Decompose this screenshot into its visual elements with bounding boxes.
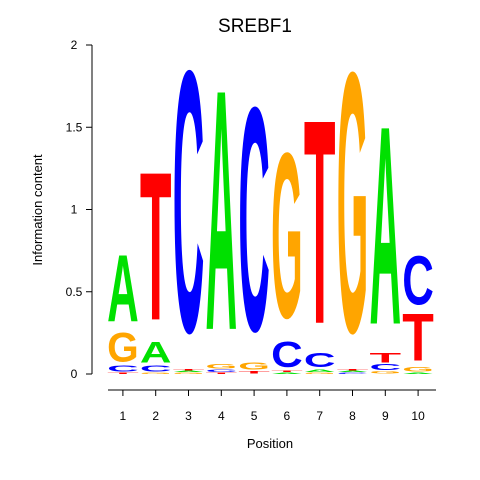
logo-letter-G: G xyxy=(337,0,369,411)
y-tick-label: 1.5 xyxy=(66,120,83,134)
logo-letter-C: C xyxy=(238,41,270,398)
logo-letter-T: T xyxy=(173,369,205,371)
logo-letter-G: G xyxy=(402,367,434,374)
x-tick-label: 5 xyxy=(251,409,258,423)
logo-letter-T: T xyxy=(370,351,402,367)
logo-letter-C: C xyxy=(206,368,238,373)
y-tick-label: 2 xyxy=(71,38,78,52)
logo-letter-C: C xyxy=(107,364,139,373)
logo-letter-A: A xyxy=(402,372,434,374)
y-tick-label: 1 xyxy=(71,203,78,217)
x-tick-label: 2 xyxy=(152,409,159,423)
logo-letter-A: A xyxy=(271,372,303,374)
x-axis-label: Position xyxy=(247,436,293,451)
logo-letter-C: C xyxy=(173,0,205,411)
logo-letter-C: C xyxy=(337,372,369,374)
x-tick-label: 6 xyxy=(284,409,291,423)
logo-letter-G: G xyxy=(271,104,303,367)
logo-letter-A: A xyxy=(140,336,172,370)
logo-letter-A: A xyxy=(370,68,402,385)
logo-letter-G: G xyxy=(304,372,336,374)
x-tick-label: 4 xyxy=(218,409,225,423)
x-tick-label: 1 xyxy=(120,409,127,423)
y-axis: 0 0.5 1 1.5 2 xyxy=(66,38,93,381)
logo-letter-T: T xyxy=(337,369,369,371)
logo-letter-C: C xyxy=(271,336,303,376)
logo-letter-T: T xyxy=(402,299,434,376)
logo-letter-G: G xyxy=(238,361,270,372)
logo-letter-A: A xyxy=(206,17,238,401)
logo-letter-G: G xyxy=(173,372,205,374)
chart-title: SREBF1 xyxy=(218,16,292,37)
x-tick-label: 7 xyxy=(316,409,323,423)
logo-letter-G: G xyxy=(107,324,139,371)
x-ticks: 1 2 3 4 5 6 7 8 9 10 xyxy=(120,390,425,423)
x-tick-label: 3 xyxy=(185,409,192,423)
y-axis-label: Information content xyxy=(30,154,45,266)
y-tick-label: 0.5 xyxy=(66,285,83,299)
logo-letter-G: G xyxy=(140,372,172,374)
logo-letter-C: C xyxy=(304,349,336,371)
y-ticks: 0 0.5 1 1.5 2 xyxy=(66,38,92,381)
logo-letter-T: T xyxy=(140,127,172,365)
x-axis: 1 2 3 4 5 6 7 8 9 10 xyxy=(108,389,436,423)
logo-letter-C: C xyxy=(402,242,434,320)
logo-letter-A: A xyxy=(337,370,369,372)
logo-letter-C: C xyxy=(370,363,402,372)
logo-letter-T: T xyxy=(271,370,303,372)
y-tick-label: 0 xyxy=(71,367,78,381)
stack-position-5: TGC xyxy=(238,41,270,398)
x-tick-label: 9 xyxy=(382,409,389,423)
logo-letter-A: A xyxy=(173,370,205,372)
logo-letter-T: T xyxy=(107,372,139,374)
logo-letter-T: T xyxy=(238,370,270,374)
logo-letter-A: A xyxy=(107,235,139,342)
logo-letter-T: T xyxy=(304,60,336,386)
logo-letter-A: A xyxy=(304,368,336,373)
x-tick-label: 8 xyxy=(349,409,356,423)
logo-letter-C: C xyxy=(140,364,172,373)
logo-letter-G: G xyxy=(370,370,402,374)
x-tick-label: 10 xyxy=(411,409,425,423)
logo-letter-G: G xyxy=(206,363,238,370)
logo-letter-T: T xyxy=(206,372,238,374)
